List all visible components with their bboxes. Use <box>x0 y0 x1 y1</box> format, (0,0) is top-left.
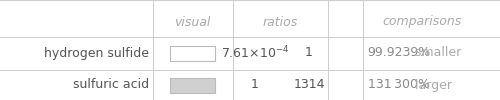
Text: 1314: 1314 <box>293 78 325 92</box>
Text: 1: 1 <box>305 46 313 59</box>
Text: ratios: ratios <box>262 16 298 28</box>
Text: smaller: smaller <box>410 46 461 59</box>
Text: 1: 1 <box>251 78 259 92</box>
Text: $7.61{\times}10^{-4}$: $7.61{\times}10^{-4}$ <box>220 45 290 61</box>
Text: sulfuric acid: sulfuric acid <box>73 78 149 92</box>
Text: comparisons: comparisons <box>383 16 462 28</box>
Text: 99.9239%: 99.9239% <box>368 46 431 59</box>
Text: visual: visual <box>174 16 210 28</box>
FancyBboxPatch shape <box>170 78 215 92</box>
Text: larger: larger <box>410 78 452 92</box>
Text: hydrogen sulfide: hydrogen sulfide <box>44 46 149 59</box>
Text: 131 300%: 131 300% <box>368 78 430 92</box>
FancyBboxPatch shape <box>170 46 215 60</box>
